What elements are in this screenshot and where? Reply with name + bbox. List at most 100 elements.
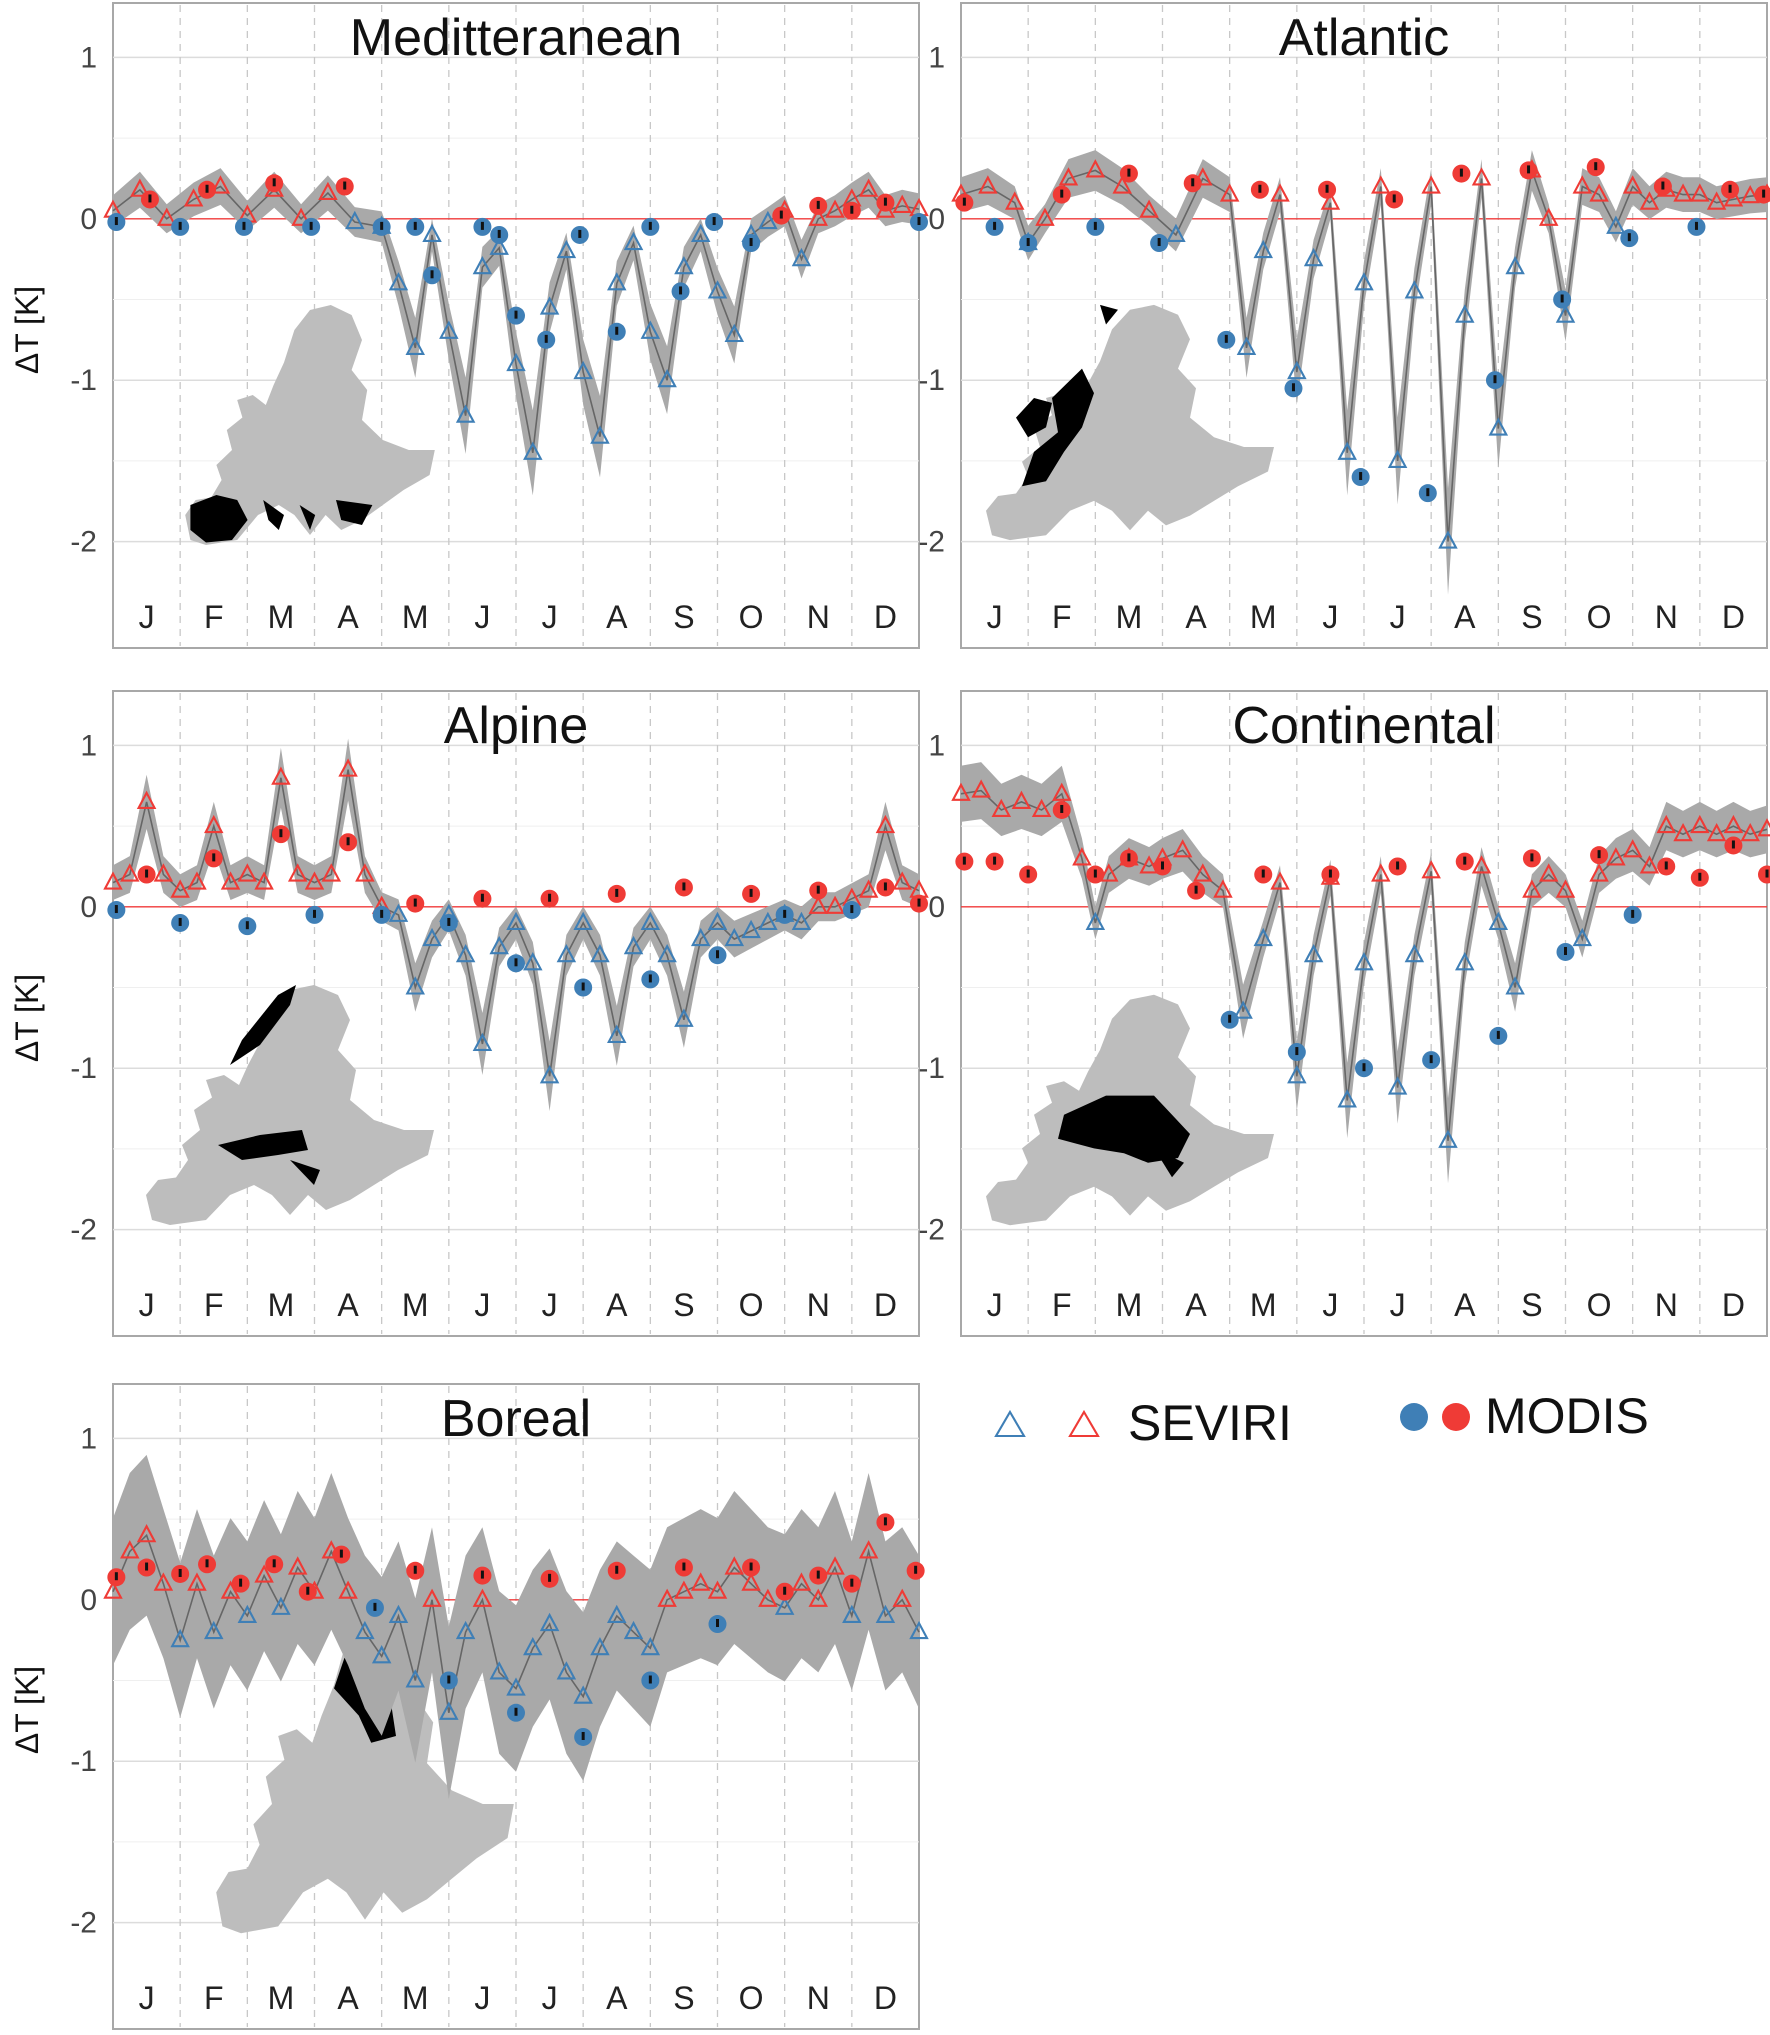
seviri-point [136,1524,157,1543]
modis-error-mark [1496,1030,1500,1039]
modis-error-mark [205,184,209,193]
map-region-highlight [336,500,373,525]
month-label: J [1390,1287,1406,1323]
modis-error-mark [1362,1063,1366,1072]
modis-error-mark [1762,189,1766,198]
map-region-highlight [1100,304,1118,325]
month-label: N [807,1287,830,1323]
seviri-point [405,1669,425,1688]
seviri-point [1004,191,1025,210]
seviri-point [103,871,123,890]
modis-error-mark [239,1578,243,1587]
modis-error-mark [581,982,585,991]
month-label: O [1587,599,1612,635]
month-label: O [739,599,764,635]
y-tick-label: 1 [80,729,97,762]
map-region-highlight [1058,1095,1190,1163]
panel-alpine: 1 0 -1 -2 J F M A M J J A S O N D Alpine [70,690,929,1337]
panel-title: Alpine [444,697,589,755]
seviri-point [388,272,409,291]
modis-error-mark [1664,861,1668,870]
y-tick-label: -1 [918,1052,945,1085]
modis-error-mark [1026,869,1030,878]
modis-error-mark [883,882,887,891]
seviri-point [1172,839,1193,858]
seviri-point [254,871,274,890]
modis-error-mark [514,1707,518,1716]
month-label: J [1390,599,1406,635]
month-label: F [1052,599,1072,635]
month-label: M [268,1980,295,2016]
seviri-point [1488,911,1509,930]
seviri-point [657,368,677,388]
seviri-point [170,1628,190,1648]
seviri-point [875,1604,896,1623]
seviri-point [1320,191,1341,210]
seviri-point [455,404,476,423]
modis-error-mark [373,1602,377,1611]
seviri-point [1438,1129,1458,1148]
modis-error-mark [716,950,719,959]
modis-error-mark [883,1517,887,1526]
modis-error-mark [1463,856,1467,865]
map-region-highlight [290,1160,320,1185]
seviri-point [291,207,311,226]
modis-error-mark [679,286,683,295]
modis-error-mark [242,221,246,230]
seviri-point [640,320,661,339]
seviri-point [422,1588,442,1607]
seviri-point [287,863,308,882]
modis-error-mark [1597,850,1601,859]
seviri-point [556,1661,577,1680]
modis-error-mark [779,210,783,219]
seviri-point [590,1636,610,1656]
seviri-point [1690,814,1710,834]
month-label: O [739,1980,764,2016]
modis-error-mark [816,200,820,209]
seviri-point [556,943,577,963]
seviri-point [1606,847,1626,866]
seviri-point [991,798,1012,818]
seviri-point [1011,790,1032,809]
modis-error-mark [1661,181,1665,190]
y-tick-label: 1 [928,41,945,74]
map-region-highlight [190,495,248,543]
map-europe [216,1606,514,1934]
map-europe [185,305,435,545]
modis-error-mark [480,221,484,230]
month-label: M [1116,599,1143,635]
seviri-point [825,895,845,914]
seviri-point [1757,818,1770,837]
map-region-highlight [1022,368,1094,487]
modis-error-mark [145,1562,149,1571]
seviri-point [539,1065,560,1084]
y-tick-label: 0 [928,203,945,236]
modis-error-mark [917,898,921,907]
seviri-point [573,360,593,380]
seviri-point [1253,927,1273,947]
modis-error-mark [114,217,118,226]
month-label: M [402,1287,429,1323]
month-label: M [268,1287,295,1323]
y-axis-title: ΔT [K] [9,286,45,374]
modis-error-mark [313,909,316,918]
legend-modis: MODIS [1400,1388,1649,1444]
seviri-point [1219,183,1240,202]
seviri-point [136,790,157,809]
seviri-point [1337,441,1357,460]
seviri-point [1270,183,1290,202]
map-inset-alpine [146,985,434,1225]
y-tick-label: 1 [80,41,97,74]
seviri-point [388,903,409,922]
seviri-point [254,1564,274,1583]
seviri-point [321,863,342,882]
seviri-point [371,1645,392,1664]
seviri-point [338,758,358,777]
month-label: S [673,1980,694,2016]
month-label: D [1722,1287,1745,1323]
seviri-point [422,223,442,242]
modis-error-mark [816,885,820,894]
seviri-point [210,175,231,194]
seviri-point [1421,175,1441,194]
